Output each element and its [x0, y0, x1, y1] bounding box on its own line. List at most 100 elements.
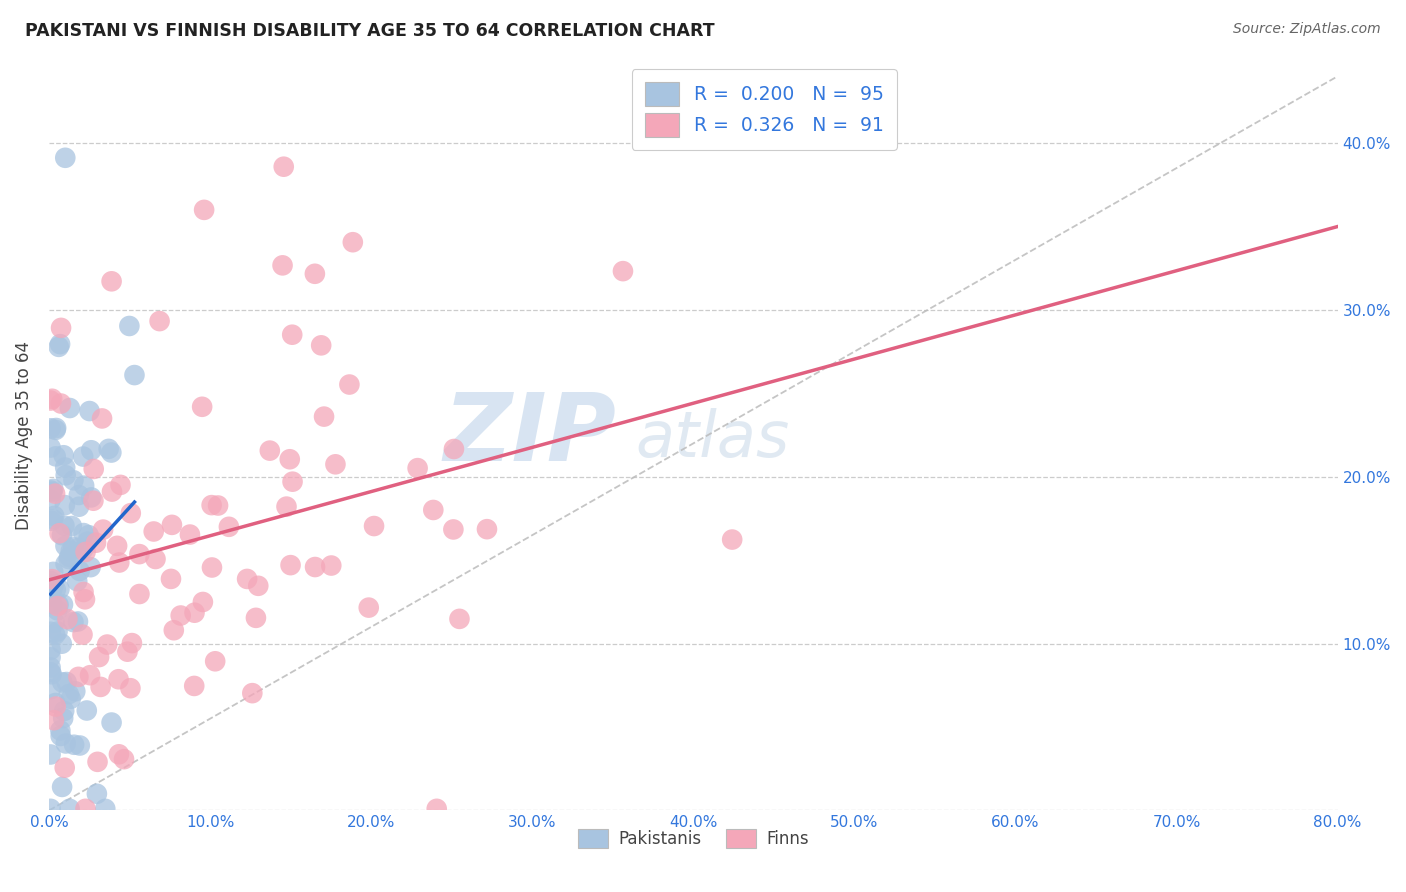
Point [44, 628, 66, 642]
Point [183, 606, 205, 620]
Point [426, 802, 449, 816]
Point [52, 598, 75, 612]
Point [80, 491, 103, 505]
Point [53, 704, 76, 718]
Point [160, 572, 183, 586]
Point [48, 340, 70, 354]
Point [121, 636, 143, 650]
Point [72, 526, 94, 541]
Point [44, 486, 66, 500]
Point [363, 519, 385, 533]
Point [51, 637, 73, 651]
Point [41, 582, 63, 597]
Point [52, 711, 75, 725]
Point [51, 675, 73, 690]
Point [357, 600, 380, 615]
Point [44, 508, 66, 523]
Text: atlas: atlas [636, 408, 790, 470]
Point [325, 458, 347, 472]
Point [108, 747, 131, 762]
Point [55, 539, 77, 553]
Point [41, 514, 63, 528]
Point [51, 528, 73, 542]
Point [49, 321, 72, 335]
Point [82, 493, 104, 508]
Point [721, 533, 744, 547]
Point [51, 780, 73, 794]
Point [56, 612, 79, 626]
Point [49, 337, 72, 351]
Point [62, 615, 84, 629]
Point [41, 392, 63, 406]
Point [53, 761, 76, 775]
Point [49, 729, 72, 743]
Point [41, 597, 63, 611]
Point [44, 615, 66, 630]
Point [278, 452, 301, 467]
Point [191, 595, 214, 609]
Point [48, 598, 70, 612]
Point [39, 421, 62, 435]
Y-axis label: Disability Age 35 to 64: Disability Age 35 to 64 [15, 341, 32, 530]
Point [163, 624, 186, 638]
Point [128, 587, 150, 601]
Point [193, 202, 215, 217]
Point [191, 400, 214, 414]
Point [45, 423, 67, 437]
Point [55, 557, 77, 571]
Point [79, 668, 101, 682]
Point [86, 755, 108, 769]
Point [179, 527, 201, 541]
Point [142, 524, 165, 539]
Point [441, 523, 464, 537]
Point [73, 592, 96, 607]
Point [49, 723, 72, 738]
Point [58, 549, 80, 564]
Point [90, 680, 112, 694]
Point [309, 338, 332, 352]
Point [247, 579, 270, 593]
Point [39, 682, 62, 697]
Point [60, 519, 83, 533]
Point [108, 556, 131, 570]
Point [39, 643, 62, 657]
Point [49, 396, 72, 410]
Point [46, 599, 69, 613]
Point [39, 650, 62, 665]
Point [42, 713, 65, 727]
Point [59, 544, 82, 558]
Point [72, 627, 94, 641]
Point [67, 488, 90, 502]
Point [39, 802, 62, 816]
Point [77, 528, 100, 542]
Point [342, 235, 364, 250]
Point [145, 552, 167, 566]
Point [110, 478, 132, 492]
Point [39, 624, 62, 639]
Point [124, 368, 146, 382]
Point [52, 448, 75, 462]
Point [79, 560, 101, 574]
Point [42, 482, 65, 496]
Point [91, 411, 114, 425]
Point [39, 665, 62, 680]
Point [207, 499, 229, 513]
Point [149, 314, 172, 328]
Point [271, 258, 294, 272]
Point [55, 736, 77, 750]
Point [48, 582, 70, 596]
Point [41, 667, 63, 681]
Point [53, 518, 76, 533]
Point [273, 160, 295, 174]
Point [39, 660, 62, 674]
Point [94, 802, 117, 816]
Point [67, 670, 90, 684]
Point [46, 603, 69, 617]
Point [53, 151, 76, 165]
Point [62, 540, 84, 554]
Point [339, 377, 361, 392]
Point [41, 572, 63, 586]
Point [100, 445, 122, 459]
Legend: Pakistanis, Finns: Pakistanis, Finns [571, 822, 815, 855]
Point [312, 409, 335, 424]
